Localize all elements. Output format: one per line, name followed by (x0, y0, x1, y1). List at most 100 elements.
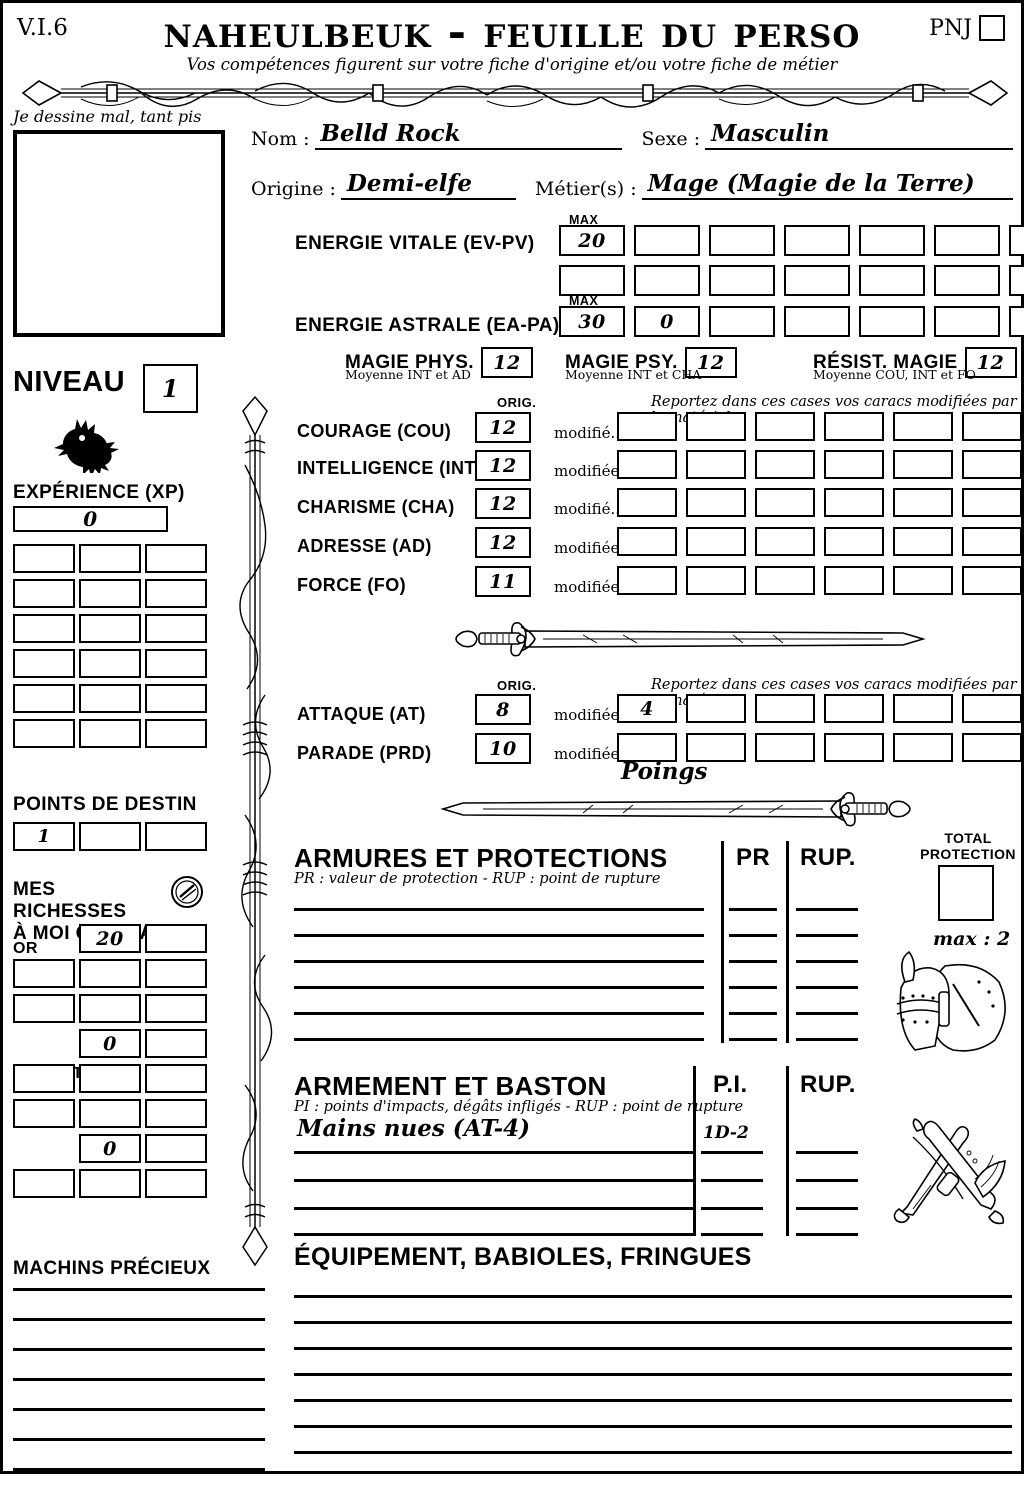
carac-cell[interactable] (824, 566, 884, 595)
destin-cell[interactable] (145, 822, 207, 851)
equipement-line[interactable] (294, 1451, 1012, 1454)
total-protection-box[interactable] (938, 865, 994, 921)
ev-cell[interactable] (859, 265, 925, 296)
armement-rup-line[interactable] (796, 1179, 858, 1182)
money-cell[interactable] (79, 1169, 141, 1198)
armures-pr-line[interactable] (729, 1038, 777, 1041)
pnj-checkbox[interactable] (979, 15, 1005, 41)
xp-cell[interactable] (13, 649, 75, 678)
ea-cell[interactable] (784, 306, 850, 337)
ev-cell[interactable] (559, 265, 625, 296)
armures-rup-line[interactable] (796, 986, 858, 989)
ev-cell[interactable] (934, 265, 1000, 296)
armement-row[interactable] (294, 1233, 694, 1236)
money-cell-argent[interactable]: 0 (79, 1029, 141, 1058)
armement-rup-line[interactable] (796, 1233, 858, 1236)
xp-cell[interactable] (145, 544, 207, 573)
xp-cell[interactable] (145, 684, 207, 713)
equipement-line[interactable] (294, 1295, 1012, 1298)
xp-cell[interactable] (145, 614, 207, 643)
armures-rup-line[interactable] (796, 1038, 858, 1041)
carac-cell[interactable] (617, 566, 677, 595)
carac-cell[interactable] (755, 488, 815, 517)
ev-cell[interactable] (634, 265, 700, 296)
money-cell[interactable] (145, 924, 207, 953)
ea-cell[interactable] (709, 306, 775, 337)
carac-cell[interactable] (893, 450, 953, 479)
money-cell[interactable] (145, 994, 207, 1023)
carac-cell[interactable] (962, 450, 1022, 479)
armures-row[interactable] (294, 908, 704, 911)
armement-pi-line[interactable] (701, 1151, 763, 1154)
armures-rup-line[interactable] (796, 934, 858, 937)
xp-cell[interactable] (13, 579, 75, 608)
ev-cell[interactable] (709, 225, 775, 256)
carac-cell[interactable] (686, 527, 746, 556)
armement-row[interactable] (294, 1151, 694, 1154)
ev-cell[interactable] (634, 225, 700, 256)
xp-cell[interactable] (13, 614, 75, 643)
armement-pi-line[interactable] (701, 1207, 763, 1210)
money-cell[interactable] (79, 994, 141, 1023)
money-cell[interactable] (13, 959, 75, 988)
combat-cell[interactable] (686, 733, 746, 762)
armement-rup-line[interactable] (796, 1207, 858, 1210)
money-cell[interactable] (13, 1099, 75, 1128)
carac-cell[interactable] (824, 488, 884, 517)
magie-phys-value[interactable]: 12 (480, 347, 533, 378)
armures-rup-line[interactable] (796, 908, 858, 911)
xp-cell[interactable] (145, 579, 207, 608)
carac-cell[interactable] (824, 412, 884, 441)
xp-cell[interactable] (13, 719, 75, 748)
combat-cell[interactable] (686, 694, 746, 723)
money-cell[interactable] (79, 959, 141, 988)
xp-cell[interactable] (79, 649, 141, 678)
sexe-input[interactable]: Masculin (705, 120, 1014, 150)
money-cell-or[interactable]: 20 (79, 924, 141, 953)
armement-row-name[interactable]: Mains nues (AT-4) (297, 1115, 531, 1142)
carac-cell[interactable] (893, 412, 953, 441)
carac-orig-charisme[interactable]: 12 (475, 488, 531, 519)
money-cell[interactable] (145, 1134, 207, 1163)
armures-row[interactable] (294, 934, 704, 937)
carac-cell[interactable] (824, 527, 884, 556)
armures-pr-line[interactable] (729, 960, 777, 963)
armement-row-pi[interactable]: 1D-2 (703, 1123, 749, 1143)
money-cell[interactable] (145, 1029, 207, 1058)
carac-orig-force[interactable]: 11 (475, 566, 531, 597)
armement-row[interactable] (294, 1179, 694, 1182)
carac-cell[interactable] (755, 450, 815, 479)
ea-cell[interactable] (1009, 306, 1024, 337)
money-cell[interactable] (79, 1064, 141, 1093)
carac-cell[interactable] (686, 566, 746, 595)
armures-row[interactable] (294, 1012, 704, 1015)
armures-rup-line[interactable] (796, 960, 858, 963)
origine-input[interactable]: Demi-elfe (340, 170, 516, 200)
xp-cell[interactable] (145, 649, 207, 678)
metier-input[interactable]: Mage (Magie de la Terre) (641, 170, 1013, 200)
armures-row[interactable] (294, 960, 704, 963)
machins-line[interactable] (13, 1348, 265, 1351)
armures-pr-line[interactable] (729, 908, 777, 911)
ev-cell[interactable]: 20 (559, 225, 625, 256)
portrait-drawing-box[interactable] (13, 130, 225, 337)
carac-orig-parade[interactable]: 10 (475, 733, 531, 764)
xp-cell[interactable] (79, 544, 141, 573)
armures-row[interactable] (294, 986, 704, 989)
money-cell[interactable] (145, 1169, 207, 1198)
money-cell-cuivre[interactable]: 0 (79, 1134, 141, 1163)
armures-pr-line[interactable] (729, 1012, 777, 1015)
xp-cell[interactable] (79, 614, 141, 643)
xp-cell[interactable] (79, 684, 141, 713)
equipement-line[interactable] (294, 1321, 1012, 1324)
carac-cell[interactable] (893, 566, 953, 595)
destin-cell[interactable]: 1 (13, 822, 75, 851)
xp-cell[interactable] (13, 544, 75, 573)
machins-line[interactable] (13, 1468, 265, 1471)
ea-cell[interactable] (934, 306, 1000, 337)
combat-cell[interactable]: 4 (617, 694, 677, 723)
machins-line[interactable] (13, 1378, 265, 1381)
ev-cell[interactable] (1009, 225, 1024, 256)
ea-cell[interactable]: 30 (559, 306, 625, 337)
ea-cell[interactable] (859, 306, 925, 337)
